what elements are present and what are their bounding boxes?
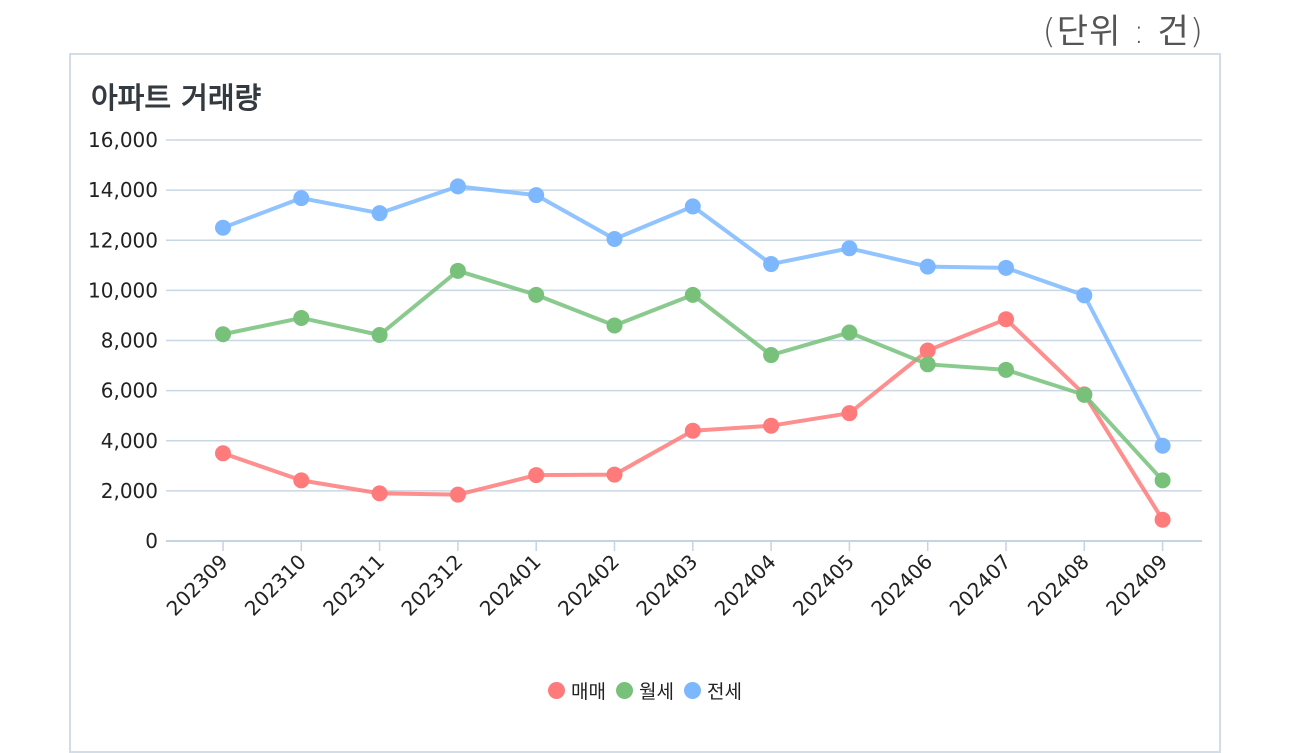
data-point — [293, 472, 310, 489]
x-tick-label: 202403 — [631, 550, 702, 621]
x-tick-label: 202402 — [553, 550, 624, 621]
y-tick-label: 4,000 — [101, 429, 158, 453]
data-point — [919, 258, 936, 275]
legend-dot — [616, 682, 634, 699]
y-tick-label: 10,000 — [88, 278, 158, 302]
data-point — [763, 256, 780, 273]
x-tick-label: 202406 — [866, 550, 937, 621]
data-point — [1154, 437, 1171, 454]
data-point — [293, 190, 310, 207]
data-point — [998, 361, 1014, 378]
data-point — [684, 422, 701, 439]
data-point — [1076, 386, 1093, 403]
data-point — [293, 309, 310, 326]
x-tick-label: 202401 — [475, 550, 546, 621]
data-point — [528, 187, 545, 204]
data-point — [215, 326, 231, 343]
data-point — [919, 342, 936, 359]
data-point — [371, 485, 388, 502]
data-point — [919, 356, 936, 373]
x-tick-label: 202404 — [710, 550, 781, 621]
legend-label: 전세 — [706, 681, 742, 703]
data-point — [1154, 511, 1171, 528]
x-tick-label: 202409 — [1101, 550, 1172, 621]
data-point — [371, 205, 388, 222]
unit-label: (단위 : 건) — [1042, 12, 1204, 52]
data-point — [684, 198, 701, 215]
data-point — [606, 230, 623, 247]
data-point — [998, 259, 1014, 276]
data-point — [606, 466, 623, 483]
x-tick-label: 202309 — [162, 550, 233, 621]
legend: 매매 월세 전세 — [71, 677, 1219, 704]
x-tick-label: 202310 — [240, 550, 311, 621]
chart-title: 아파트 거래량 — [91, 81, 262, 115]
legend-item[interactable]: 전세 — [683, 677, 742, 704]
legend-label: 매매 — [571, 681, 607, 703]
data-point — [684, 286, 701, 303]
series-line-매매 — [222, 317, 1165, 521]
data-point — [998, 311, 1014, 328]
x-tick-label: 202407 — [945, 550, 1016, 621]
y-tick-label: 0 — [145, 529, 158, 553]
x-tick-label: 202312 — [396, 550, 467, 621]
data-point — [449, 178, 466, 195]
data-point — [371, 326, 388, 343]
legend-label: 월세 — [639, 681, 674, 703]
y-tick-label: 6,000 — [101, 379, 158, 403]
data-point — [841, 324, 858, 341]
data-point — [1076, 287, 1093, 304]
data-point — [763, 417, 780, 434]
data-point — [1154, 472, 1171, 489]
data-point — [841, 405, 858, 422]
data-point — [841, 240, 858, 257]
data-point — [528, 286, 545, 303]
data-point — [763, 347, 780, 364]
legend-dot — [548, 682, 566, 699]
y-tick-label: 2,000 — [101, 479, 158, 503]
y-tick-label: 8,000 — [101, 329, 158, 353]
legend-item[interactable]: 매매 — [548, 677, 606, 704]
legend-item[interactable]: 월세 — [616, 677, 674, 704]
x-tick-label: 202311 — [318, 550, 389, 621]
data-point — [449, 262, 466, 279]
data-point — [606, 317, 623, 334]
chart-panel: 아파트 거래량 16,000 14,000 12,000 10,000 8,000 6,0… — [69, 53, 1221, 753]
legend-dot — [683, 682, 701, 699]
x-tick-label: 202405 — [788, 550, 859, 621]
y-tick-label: 14,000 — [88, 178, 158, 202]
x-tick-label: 202408 — [1023, 550, 1094, 621]
series-line-전세 — [222, 184, 1165, 447]
data-point — [449, 486, 466, 503]
y-tick-label: 12,000 — [88, 228, 158, 252]
line-chart: 16,000 14,000 12,000 10,000 8,000 6,000 4,000 2… — [88, 128, 1202, 621]
data-point — [528, 467, 545, 484]
y-tick-label: 16,000 — [88, 128, 158, 152]
data-point — [215, 445, 231, 462]
data-point — [215, 219, 231, 236]
